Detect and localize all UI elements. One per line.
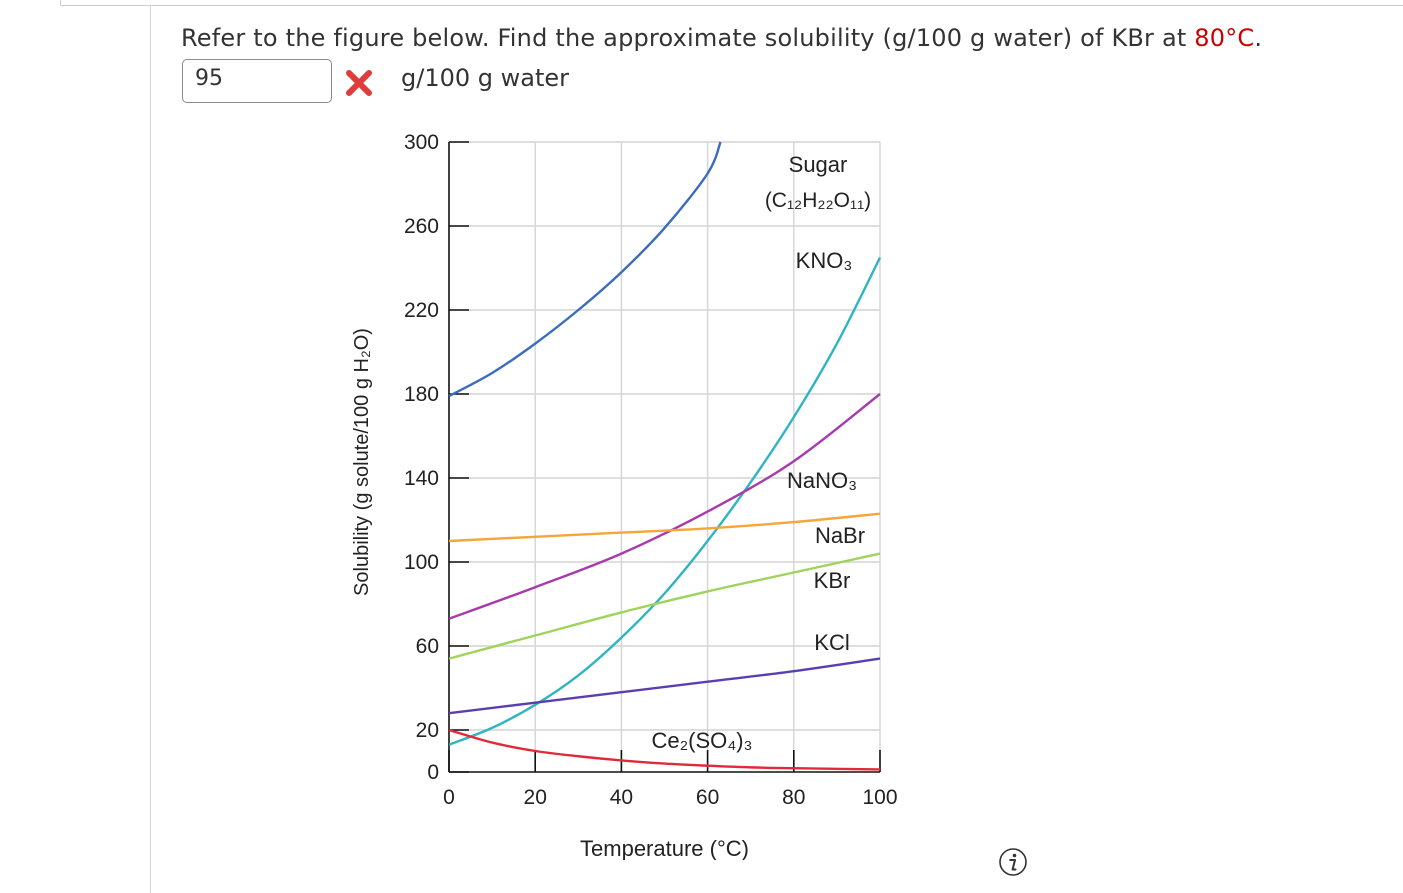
question-text: Refer to the figure below. Find the appr… — [181, 24, 1262, 52]
series-label-nano: NaNO₃ — [787, 468, 857, 493]
y-tick-label-180: 180 — [404, 383, 439, 406]
x-tick-label-80: 80 — [782, 786, 805, 809]
series-label-sugar: Sugar — [789, 152, 848, 177]
series-formula-sugar: (C₁₂H₂₂O₁₁) — [765, 189, 871, 212]
series-line-ce-so — [449, 728, 881, 771]
y-tick-label-300: 300 — [404, 131, 439, 154]
y-axis-label: Solubility (g solute/100 g H₂O) — [351, 328, 373, 596]
series-line-kcl — [449, 657, 881, 715]
x-tick-label-20: 20 — [524, 786, 547, 809]
y-tick-label-0: 0 — [427, 761, 439, 784]
top-divider — [60, 0, 1403, 6]
info-icon[interactable] — [998, 847, 1028, 877]
answer-input[interactable]: 95 — [182, 59, 332, 103]
y-tick-label-220: 220 — [404, 299, 439, 322]
series-line-nabr — [449, 512, 881, 543]
x-tick-label-60: 60 — [696, 786, 719, 809]
solubility-chart: 0 20 60 100 140 180 220 260 300 0 20 40 60 80 100 Tempe… — [351, 131, 898, 860]
y-tick-label-260: 260 — [404, 215, 439, 238]
x-tick-label-100: 100 — [862, 786, 897, 809]
series-line-kbr — [449, 552, 881, 660]
series-line-kno — [449, 256, 882, 746]
x-axis-label: Temperature (°C) — [580, 836, 749, 860]
question-prefix: Refer to the figure below. Find the appr… — [181, 24, 1195, 52]
x-tick-label-0: 0 — [443, 786, 455, 809]
y-tick-label-60: 60 — [416, 635, 439, 658]
series-label-kbr: KBr — [814, 568, 851, 593]
series-label-kno: KNO₃ — [796, 248, 853, 273]
series-line-sugar — [449, 141, 722, 398]
answer-unit: g/100 g water — [401, 64, 569, 92]
question-suffix: . — [1254, 24, 1263, 52]
y-tick-label-20: 20 — [416, 719, 439, 742]
y-tick-label-100: 100 — [404, 551, 439, 574]
left-divider — [150, 6, 151, 893]
x-tick-label-40: 40 — [610, 786, 633, 809]
question-temperature: 80°C — [1194, 24, 1255, 52]
x-icon — [346, 70, 372, 96]
series-label-nabr: NaBr — [815, 523, 865, 548]
y-tick-label-140: 140 — [404, 467, 439, 490]
series-label-kcl: KCl — [814, 630, 849, 655]
series-label-ce-so: Ce₂(SO₄)₃ — [651, 728, 752, 753]
